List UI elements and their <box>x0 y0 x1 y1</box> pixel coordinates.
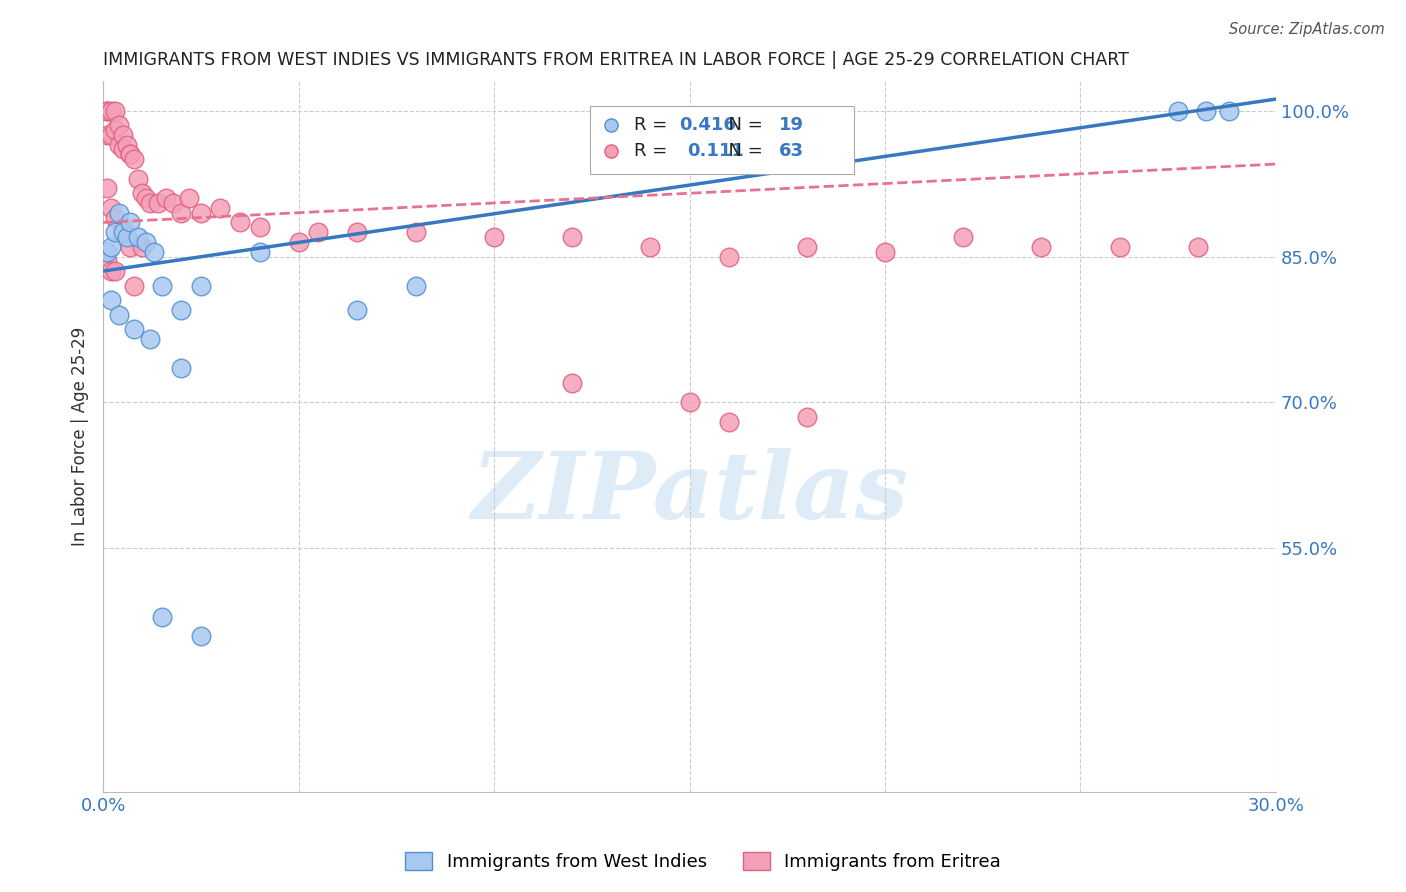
Point <box>1218 103 1240 118</box>
Point <box>307 225 329 239</box>
Point <box>796 410 818 425</box>
Point <box>96 254 118 268</box>
Point <box>127 171 149 186</box>
Text: N =: N = <box>717 142 768 160</box>
Point <box>150 609 173 624</box>
Point <box>115 230 138 244</box>
Point <box>100 264 122 278</box>
Point <box>120 215 142 229</box>
Point <box>249 220 271 235</box>
Point <box>1194 103 1216 118</box>
Point <box>135 191 157 205</box>
Point <box>146 196 169 211</box>
Point <box>131 186 153 201</box>
Point <box>104 264 127 278</box>
Point <box>100 103 122 118</box>
Point <box>170 361 193 376</box>
Point <box>107 205 129 219</box>
Point <box>249 244 271 259</box>
Point <box>142 244 165 259</box>
Point <box>124 278 146 293</box>
Point <box>96 128 118 142</box>
Point <box>155 191 177 205</box>
Text: N =: N = <box>717 116 768 135</box>
Point <box>104 123 127 137</box>
Point <box>111 220 134 235</box>
Point <box>162 196 184 211</box>
Point <box>120 147 142 161</box>
Point <box>170 303 193 318</box>
Point <box>405 225 427 239</box>
Point <box>100 128 122 142</box>
Text: ZIPatlas: ZIPatlas <box>471 449 908 539</box>
Point <box>678 395 700 409</box>
Point <box>287 235 309 249</box>
Point <box>229 215 252 229</box>
Legend: Immigrants from West Indies, Immigrants from Eritrea: Immigrants from West Indies, Immigrants … <box>398 845 1008 879</box>
Text: 0.111: 0.111 <box>688 142 744 160</box>
Point <box>561 230 583 244</box>
Point <box>346 225 368 239</box>
Point <box>104 103 127 118</box>
Point <box>1167 103 1189 118</box>
Point <box>139 196 162 211</box>
Point <box>209 201 232 215</box>
Y-axis label: In Labor Force | Age 25-29: In Labor Force | Age 25-29 <box>72 326 89 546</box>
Point <box>100 240 122 254</box>
Point <box>1187 240 1209 254</box>
Point <box>190 278 212 293</box>
Point <box>96 244 118 259</box>
Point <box>111 143 134 157</box>
Text: 0.416: 0.416 <box>679 116 735 135</box>
Point <box>135 235 157 249</box>
Point <box>796 240 818 254</box>
Point <box>482 230 505 244</box>
Point <box>150 278 173 293</box>
Point <box>1108 240 1130 254</box>
Point <box>107 118 129 132</box>
Point <box>107 137 129 152</box>
Point <box>104 211 127 225</box>
Point <box>346 303 368 318</box>
Text: R =: R = <box>634 142 679 160</box>
Point <box>190 629 212 643</box>
Point <box>100 293 122 308</box>
Point <box>873 244 896 259</box>
Point <box>127 230 149 244</box>
Point <box>115 137 138 152</box>
Point <box>96 103 118 118</box>
Point <box>96 181 118 195</box>
Point <box>111 225 134 239</box>
Point <box>170 205 193 219</box>
Point <box>131 240 153 254</box>
Point <box>124 322 146 336</box>
Point <box>107 308 129 322</box>
Point <box>1031 240 1053 254</box>
Point <box>190 205 212 219</box>
Text: 63: 63 <box>779 142 804 160</box>
Point <box>124 152 146 166</box>
Point <box>120 240 142 254</box>
Point <box>717 415 740 429</box>
Text: 19: 19 <box>779 116 804 135</box>
Point <box>640 240 662 254</box>
Point <box>104 225 127 239</box>
Point <box>111 128 134 142</box>
Text: R =: R = <box>634 116 673 135</box>
FancyBboxPatch shape <box>591 106 853 174</box>
Point <box>96 103 118 118</box>
Point <box>717 250 740 264</box>
Point <box>561 376 583 390</box>
Point <box>139 332 162 346</box>
Point <box>405 278 427 293</box>
Point <box>952 230 974 244</box>
Point <box>120 147 142 161</box>
Text: Source: ZipAtlas.com: Source: ZipAtlas.com <box>1229 22 1385 37</box>
Text: IMMIGRANTS FROM WEST INDIES VS IMMIGRANTS FROM ERITREA IN LABOR FORCE | AGE 25-2: IMMIGRANTS FROM WEST INDIES VS IMMIGRANT… <box>103 51 1129 69</box>
Point <box>100 201 122 215</box>
Point <box>179 191 201 205</box>
